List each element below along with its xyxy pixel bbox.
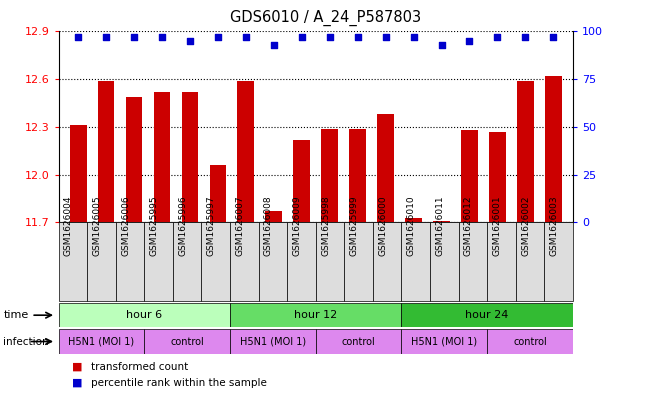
Bar bbox=[154, 92, 171, 222]
Bar bbox=[402, 329, 487, 354]
Bar bbox=[126, 97, 143, 222]
Text: control: control bbox=[513, 336, 547, 347]
Text: GSM1626008: GSM1626008 bbox=[264, 195, 273, 256]
Point bbox=[269, 42, 279, 48]
Point bbox=[185, 38, 195, 44]
Bar bbox=[316, 222, 344, 301]
Bar bbox=[377, 114, 394, 222]
Text: ■: ■ bbox=[72, 362, 82, 372]
Bar bbox=[201, 222, 230, 301]
Text: GSM1626011: GSM1626011 bbox=[436, 195, 444, 256]
Point bbox=[492, 34, 503, 40]
Text: transformed count: transformed count bbox=[91, 362, 188, 372]
Bar bbox=[70, 125, 87, 222]
Text: GSM1626010: GSM1626010 bbox=[407, 195, 416, 256]
Bar bbox=[287, 222, 316, 301]
Bar bbox=[230, 222, 258, 301]
Bar bbox=[344, 222, 373, 301]
Bar bbox=[405, 218, 422, 222]
Bar bbox=[433, 221, 450, 222]
Text: hour 6: hour 6 bbox=[126, 310, 162, 320]
Text: GSM1625998: GSM1625998 bbox=[321, 195, 330, 256]
Point bbox=[520, 34, 531, 40]
Point bbox=[129, 34, 139, 40]
Point bbox=[157, 34, 167, 40]
Point bbox=[297, 34, 307, 40]
Bar bbox=[294, 140, 310, 222]
Bar bbox=[145, 329, 230, 354]
Bar bbox=[402, 222, 430, 301]
Bar bbox=[545, 76, 562, 222]
Point bbox=[548, 34, 559, 40]
Bar bbox=[322, 129, 338, 222]
Bar bbox=[266, 211, 282, 222]
Text: GSM1626001: GSM1626001 bbox=[492, 195, 501, 256]
Text: GSM1626006: GSM1626006 bbox=[121, 195, 130, 256]
Bar bbox=[116, 222, 145, 301]
Bar bbox=[517, 81, 534, 222]
Bar bbox=[316, 329, 402, 354]
Bar bbox=[458, 222, 487, 301]
Point bbox=[324, 34, 335, 40]
Bar bbox=[402, 303, 573, 327]
Text: hour 24: hour 24 bbox=[465, 310, 509, 320]
Bar bbox=[487, 329, 573, 354]
Text: GSM1626005: GSM1626005 bbox=[92, 195, 102, 256]
Text: GSM1626012: GSM1626012 bbox=[464, 195, 473, 256]
Text: H5N1 (MOI 1): H5N1 (MOI 1) bbox=[411, 336, 477, 347]
Point bbox=[464, 38, 475, 44]
Point bbox=[380, 34, 391, 40]
Text: time: time bbox=[3, 310, 29, 320]
Text: H5N1 (MOI 1): H5N1 (MOI 1) bbox=[240, 336, 306, 347]
Point bbox=[241, 34, 251, 40]
Bar bbox=[487, 222, 516, 301]
Bar bbox=[489, 132, 506, 222]
Text: hour 12: hour 12 bbox=[294, 310, 337, 320]
Bar bbox=[230, 329, 316, 354]
Text: percentile rank within the sample: percentile rank within the sample bbox=[91, 378, 267, 388]
Text: control: control bbox=[342, 336, 376, 347]
Text: GSM1626002: GSM1626002 bbox=[521, 195, 530, 256]
Point bbox=[213, 34, 223, 40]
Bar bbox=[145, 222, 173, 301]
Text: GSM1625995: GSM1625995 bbox=[150, 195, 159, 256]
Point bbox=[101, 34, 111, 40]
Bar bbox=[59, 222, 87, 301]
Bar bbox=[230, 303, 402, 327]
Bar bbox=[98, 81, 115, 222]
Text: H5N1 (MOI 1): H5N1 (MOI 1) bbox=[68, 336, 135, 347]
Point bbox=[436, 42, 447, 48]
Text: GSM1626009: GSM1626009 bbox=[292, 195, 301, 256]
Bar bbox=[59, 303, 230, 327]
Text: GDS6010 / A_24_P587803: GDS6010 / A_24_P587803 bbox=[230, 10, 421, 26]
Text: GSM1626004: GSM1626004 bbox=[64, 195, 73, 256]
Bar bbox=[87, 222, 116, 301]
Text: control: control bbox=[171, 336, 204, 347]
Bar bbox=[430, 222, 458, 301]
Point bbox=[73, 34, 83, 40]
Text: ■: ■ bbox=[72, 378, 82, 388]
Text: GSM1626007: GSM1626007 bbox=[235, 195, 244, 256]
Text: GSM1625997: GSM1625997 bbox=[207, 195, 215, 256]
Bar bbox=[516, 222, 544, 301]
Text: GSM1626000: GSM1626000 bbox=[378, 195, 387, 256]
Bar bbox=[238, 81, 255, 222]
Point bbox=[408, 34, 419, 40]
Bar bbox=[461, 130, 478, 222]
Text: GSM1625996: GSM1625996 bbox=[178, 195, 187, 256]
Text: infection: infection bbox=[3, 336, 49, 347]
Bar bbox=[258, 222, 287, 301]
Text: GSM1626003: GSM1626003 bbox=[549, 195, 559, 256]
Bar bbox=[544, 222, 573, 301]
Bar bbox=[350, 129, 366, 222]
Point bbox=[352, 34, 363, 40]
Text: GSM1625999: GSM1625999 bbox=[350, 195, 359, 256]
Bar bbox=[182, 92, 199, 222]
Bar bbox=[173, 222, 201, 301]
Bar bbox=[210, 165, 227, 222]
Bar bbox=[373, 222, 402, 301]
Bar bbox=[59, 329, 145, 354]
